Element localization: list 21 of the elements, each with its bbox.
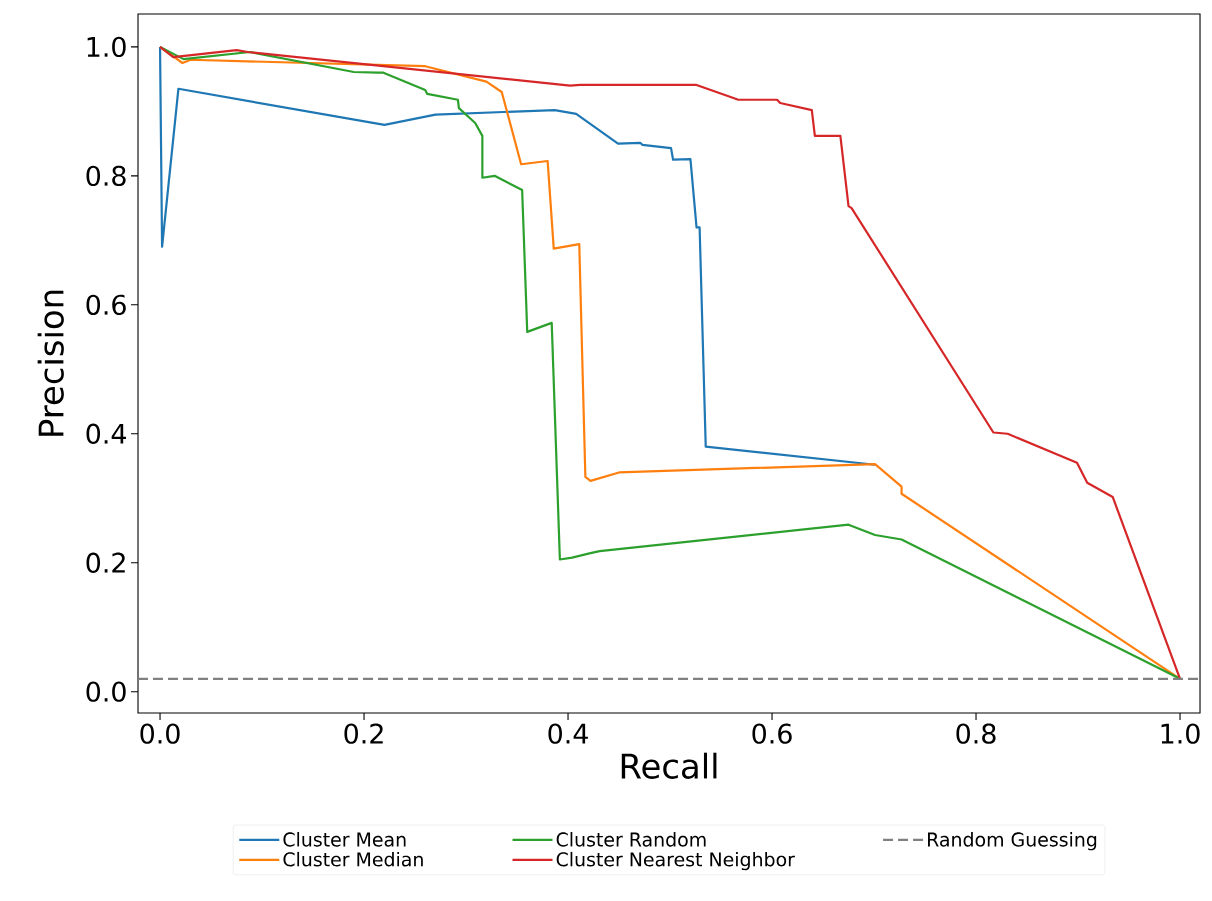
y-tick-label: 0.2 (86, 552, 125, 573)
legend-label: Cluster Random (556, 832, 706, 847)
x-tick-label: 1.0 (1161, 723, 1200, 744)
y-tick-label: 0.4 (86, 423, 126, 444)
legend-label: Cluster Mean (283, 832, 406, 847)
x-tick-label: 0.2 (344, 723, 383, 744)
x-tick-label: 0.4 (548, 723, 588, 744)
y-tick-label: 0.0 (86, 681, 126, 702)
line-series (158, 45, 877, 466)
y-axis-title: Precision (37, 290, 64, 436)
y-tick-label: 0.8 (86, 165, 126, 186)
x-tick-label: 0.0 (140, 723, 180, 744)
y-tick-label: 1.0 (87, 36, 126, 58)
x-tick-label: 0.6 (752, 723, 792, 744)
legend-label: Random Guessing (928, 832, 1097, 851)
line-series (158, 45, 1182, 680)
x-tick-label: 0.8 (956, 723, 996, 744)
y-tick-label: 0.6 (86, 294, 126, 315)
x-axis-title: Recall (621, 752, 717, 779)
legend-label: Cluster Median (283, 851, 423, 867)
legend-label: Cluster Nearest Neighbor (556, 851, 795, 871)
